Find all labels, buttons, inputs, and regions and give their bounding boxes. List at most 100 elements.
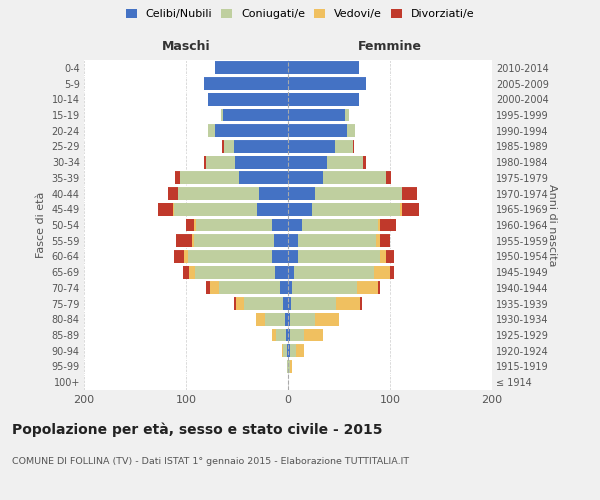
Bar <box>345 108 349 122</box>
Bar <box>174 203 257 215</box>
Bar <box>272 250 288 263</box>
Bar <box>380 234 390 247</box>
Bar <box>188 250 272 263</box>
Bar <box>195 266 275 278</box>
Bar <box>280 282 288 294</box>
Bar <box>184 250 188 263</box>
Bar <box>224 140 234 153</box>
Bar <box>288 218 302 232</box>
Bar <box>222 140 224 153</box>
Bar <box>235 156 288 168</box>
Bar <box>288 62 359 74</box>
Bar <box>364 156 365 168</box>
Bar <box>287 360 288 373</box>
Y-axis label: Fasce di età: Fasce di età <box>36 192 46 258</box>
Bar <box>196 218 272 232</box>
Bar <box>323 172 386 184</box>
Bar <box>288 124 347 137</box>
Bar <box>288 250 298 263</box>
Bar <box>361 297 362 310</box>
Bar <box>402 203 419 215</box>
Text: COMUNE DI FOLLINA (TV) - Dati ISTAT 1° gennaio 2015 - Elaborazione TUTTITALIA.IT: COMUNE DI FOLLINA (TV) - Dati ISTAT 1° g… <box>12 458 409 466</box>
Bar <box>194 218 196 232</box>
Bar <box>292 282 358 294</box>
Bar <box>386 250 394 263</box>
Bar <box>211 282 218 294</box>
Bar <box>380 218 396 232</box>
Bar <box>282 344 283 357</box>
Bar <box>286 328 288 342</box>
Bar <box>287 344 288 357</box>
Bar <box>174 250 184 263</box>
Bar <box>175 172 180 184</box>
Bar <box>173 203 174 215</box>
Bar <box>358 282 378 294</box>
Bar <box>314 313 339 326</box>
Bar <box>336 297 361 310</box>
Bar <box>380 250 386 263</box>
Bar <box>239 172 288 184</box>
Bar <box>183 266 189 278</box>
Text: Femmine: Femmine <box>358 40 422 52</box>
Bar <box>288 108 345 122</box>
Bar <box>223 108 288 122</box>
Bar <box>283 344 287 357</box>
Bar <box>206 282 211 294</box>
Bar <box>304 328 323 342</box>
Bar <box>205 77 288 90</box>
Bar <box>298 250 380 263</box>
Bar <box>288 328 290 342</box>
Bar <box>288 93 359 106</box>
Bar <box>276 328 286 342</box>
Legend: Celibi/Nubili, Coniugati/e, Vedovi/e, Divorziati/e: Celibi/Nubili, Coniugati/e, Vedovi/e, Di… <box>122 6 478 22</box>
Bar <box>386 172 391 184</box>
Bar <box>288 297 291 310</box>
Bar <box>288 187 314 200</box>
Bar <box>208 124 215 137</box>
Bar <box>302 218 378 232</box>
Bar <box>208 93 288 106</box>
Bar <box>335 140 353 153</box>
Bar <box>283 297 288 310</box>
Bar <box>234 140 288 153</box>
Bar <box>290 313 314 326</box>
Bar <box>288 282 292 294</box>
Bar <box>314 187 402 200</box>
Bar <box>272 218 288 232</box>
Bar <box>327 156 364 168</box>
Text: Popolazione per età, sesso e stato civile - 2015: Popolazione per età, sesso e stato civil… <box>12 422 383 437</box>
Bar <box>288 140 335 153</box>
Bar <box>206 156 235 168</box>
Bar <box>288 172 323 184</box>
Bar <box>167 187 178 200</box>
Bar <box>234 297 236 310</box>
Bar <box>215 62 288 74</box>
Bar <box>288 313 290 326</box>
Bar <box>275 266 288 278</box>
Bar <box>390 266 394 278</box>
Bar <box>158 203 173 215</box>
Bar <box>378 218 380 232</box>
Text: Maschi: Maschi <box>161 40 211 52</box>
Bar <box>186 218 194 232</box>
Bar <box>189 266 195 278</box>
Bar <box>259 187 288 200</box>
Bar <box>353 140 355 153</box>
Bar <box>288 77 365 90</box>
Y-axis label: Anni di nascita: Anni di nascita <box>547 184 557 266</box>
Bar <box>288 156 327 168</box>
Bar <box>288 234 298 247</box>
Bar <box>244 297 283 310</box>
Bar <box>298 234 376 247</box>
Bar <box>290 344 296 357</box>
Bar <box>313 203 400 215</box>
Bar <box>194 234 274 247</box>
Bar <box>274 234 288 247</box>
Bar <box>205 156 206 168</box>
Bar <box>288 344 290 357</box>
Bar <box>294 266 374 278</box>
Bar <box>288 266 294 278</box>
Bar <box>176 234 192 247</box>
Bar <box>374 266 390 278</box>
Bar <box>236 297 244 310</box>
